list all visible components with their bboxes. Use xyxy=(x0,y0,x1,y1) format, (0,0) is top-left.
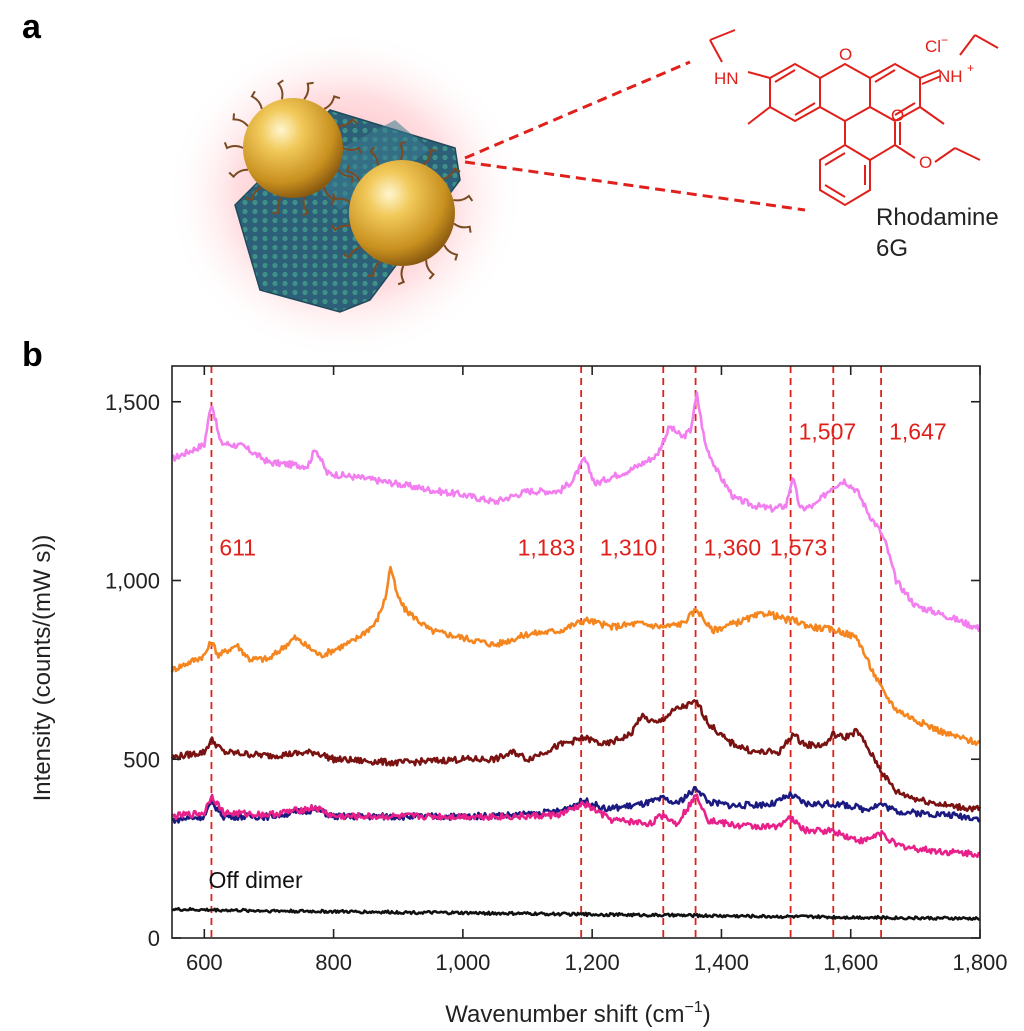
zoom-line-bottom xyxy=(464,160,806,212)
gold-nanoparticle-left xyxy=(243,98,343,198)
ligand-chain xyxy=(398,140,407,161)
label-cl: Cl xyxy=(925,37,941,56)
label-cl-charge: − xyxy=(941,33,948,47)
x-tick-label-600: 600 xyxy=(186,950,223,975)
peak-label-611: 611 xyxy=(219,534,256,560)
y-tick-label-1500: 1,500 xyxy=(105,390,160,415)
ligand-chain xyxy=(250,90,263,110)
ligand-chain xyxy=(245,186,263,201)
plot-frame xyxy=(171,365,981,939)
ligand-chain xyxy=(443,244,459,261)
y-tick-label-1000: 1,000 xyxy=(105,569,160,594)
peak-label-1507: 1,507 xyxy=(799,418,857,444)
label-o-ester: O xyxy=(919,153,932,172)
x-tick-label-1200: 1,200 xyxy=(565,950,620,975)
zoom-line-top xyxy=(464,60,691,160)
label-hn: HN xyxy=(714,69,739,88)
ligand-chain xyxy=(303,81,314,100)
gold-nanoparticle-right xyxy=(349,160,455,266)
peak-label-1647: 1,647 xyxy=(889,418,947,444)
ligand-chain xyxy=(302,196,310,217)
peak-label-1360: 1,360 xyxy=(704,534,762,560)
molecule-name-line1: Rhodamine xyxy=(876,204,999,231)
label-o-ring: O xyxy=(839,45,852,64)
x-tick-label-1000: 1,000 xyxy=(435,950,490,975)
x-tick-label-1400: 1,400 xyxy=(694,950,749,975)
label-nh-charge: + xyxy=(967,61,974,75)
ligand-chain xyxy=(453,222,472,233)
molecule-name-line2: 6G xyxy=(876,235,908,262)
ligand-chain xyxy=(232,113,249,127)
peak-labels: 611 1,183 1,310 1,360 1,507 1,573 1,647 xyxy=(219,418,946,560)
rhodamine-labels: HN NH + Cl − O O O Rhodamine 6G xyxy=(714,33,999,262)
ligand-chain xyxy=(276,79,284,100)
spectrum-series-6 xyxy=(171,906,981,922)
spectrum-series-1 xyxy=(171,391,981,633)
off-dimer-label: Off dimer xyxy=(208,867,302,893)
ligand-chain xyxy=(228,168,248,179)
spectrum-series-5 xyxy=(171,793,981,859)
y-tick-label-500: 500 xyxy=(123,747,160,772)
label-o-carbonyl: O xyxy=(891,106,904,125)
x-tick-label-800: 800 xyxy=(315,950,352,975)
panel-a-letter: a xyxy=(22,8,41,46)
ligand-chain xyxy=(423,149,437,166)
ligand-chain xyxy=(345,165,361,182)
spectrum-series-3 xyxy=(170,699,982,813)
ligand-chain xyxy=(330,224,351,232)
ligand-chain xyxy=(343,246,362,259)
spectra-series xyxy=(170,391,982,922)
x-tick-label-1800: 1,800 xyxy=(952,950,1007,975)
x-axis-label: Wavenumber shift (cm−1) xyxy=(445,999,710,1028)
ligand-chain xyxy=(442,167,461,180)
ligand-chain xyxy=(323,95,341,110)
label-nh: NH xyxy=(938,67,963,86)
raman-spectra-chart: 600 800 1,000 1,200 1,400 1,600 1,800 0 500 1,000… xyxy=(29,365,1008,1028)
ligand-chain xyxy=(453,194,474,202)
ligand-chain xyxy=(272,196,283,215)
rhodamine-6g-structure xyxy=(709,29,999,207)
peak-label-1573: 1,573 xyxy=(770,534,828,560)
ligand-chains xyxy=(223,79,474,286)
y-tick-label-0: 0 xyxy=(148,926,160,951)
y-axis-label: Intensity (counts/(mW s)) xyxy=(29,535,56,802)
ligand-chain xyxy=(342,146,363,154)
ligand-chain xyxy=(397,265,406,286)
peak-label-1310: 1,310 xyxy=(600,534,658,560)
nanoparticle-dimer-illustration xyxy=(165,30,806,360)
peak-label-1183: 1,183 xyxy=(518,534,576,560)
x-tick-label-1600: 1,600 xyxy=(823,950,878,975)
ligand-chain xyxy=(369,146,379,166)
panel-b-letter: b xyxy=(22,336,43,374)
axis-ticks: 600 800 1,000 1,200 1,400 1,600 1,800 0 500 1,000… xyxy=(105,366,1008,975)
ligand-chain xyxy=(223,142,244,150)
ligand-chain xyxy=(338,117,358,128)
ligand-chain xyxy=(332,193,351,204)
ligand-chain xyxy=(367,260,381,277)
ligand-chain xyxy=(425,260,435,280)
ligand-chain xyxy=(337,169,354,183)
spectrum-series-2 xyxy=(170,565,982,746)
